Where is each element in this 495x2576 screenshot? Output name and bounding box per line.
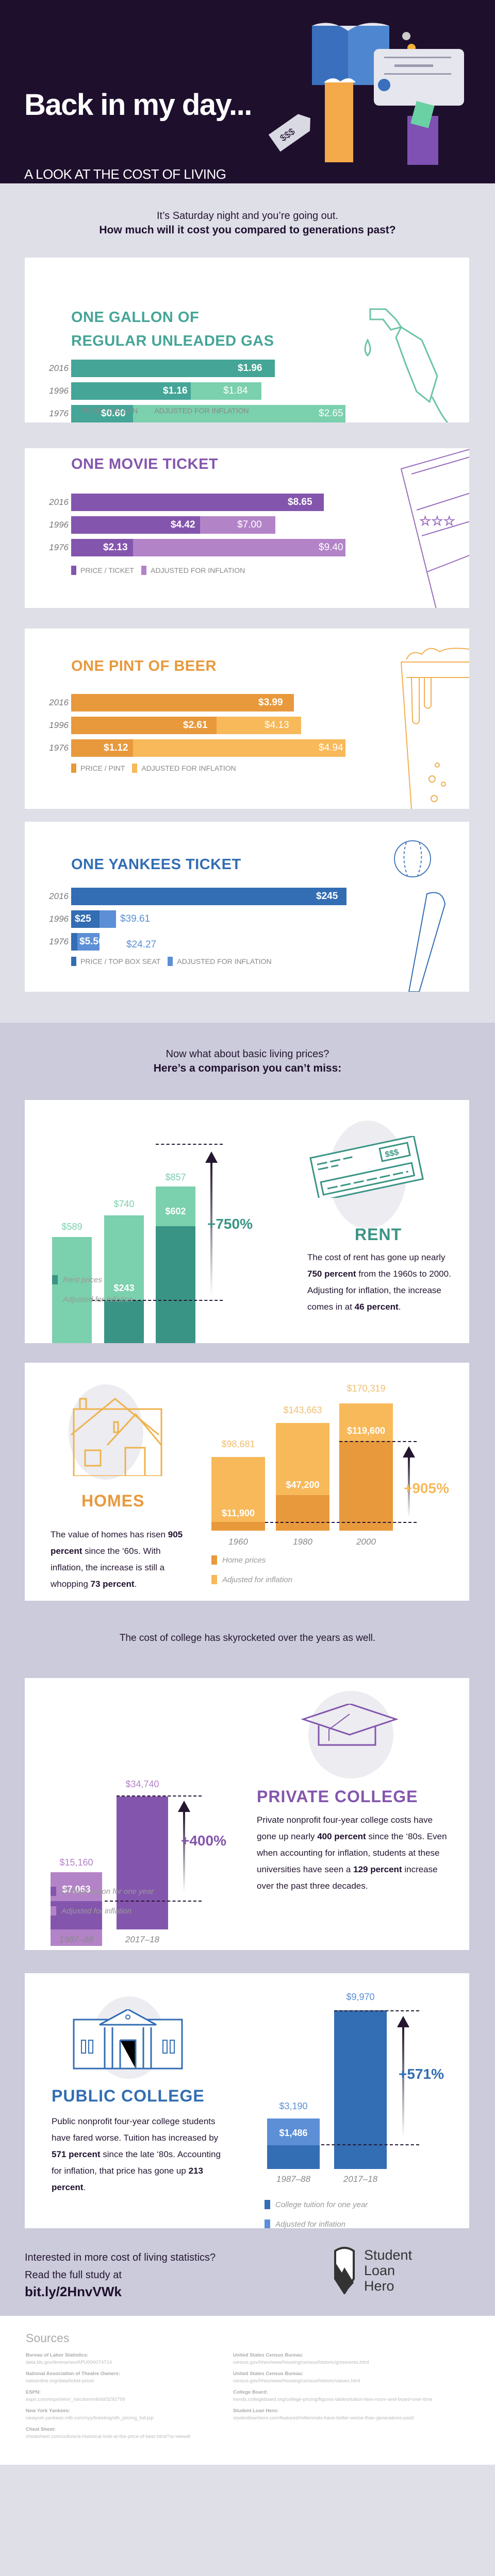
movie-title: ONE MOVIE TICKET — [71, 456, 219, 472]
rent-arrow — [210, 1162, 212, 1296]
source-item[interactable]: New York Yankees: newyork.yankees.mlb.com… — [26, 2408, 154, 2421]
cta-text: Interested in more cost of living statis… — [25, 2252, 216, 2281]
up-arrow-icon — [205, 1151, 218, 1163]
house-icon — [71, 1398, 162, 1476]
gas-card: ONE GALLON OF REGULAR UNLEADED GAS 2016 $… — [25, 258, 469, 422]
hero-subtitle: A LOOK AT THE COST OF LIVING IN THE PAST… — [24, 164, 226, 183]
up-arrow-icon — [178, 1801, 190, 1812]
public-top-dash — [334, 2010, 419, 2011]
baseball-bat-icon — [394, 840, 446, 992]
homes-title: HOMES — [81, 1492, 145, 1510]
beer-title: ONE PINT OF BEER — [71, 658, 217, 674]
svg-text:☆☆☆: ☆☆☆ — [419, 513, 455, 529]
hero-subtitle-line1: A LOOK AT THE COST OF LIVING — [24, 166, 226, 182]
basic-living-heading: Now what about basic living prices? Here… — [153, 1048, 342, 1074]
intro-line1: It’s Saturday night and you’re going out… — [156, 210, 339, 222]
gas-legend: PRICE / GALLON ADJUSTED FOR INFLATION — [71, 406, 249, 415]
rent-bottom-dash — [92, 1300, 223, 1301]
public-arrow — [402, 2026, 404, 2138]
sources-section: Sources Bureau of Labor Statistics: data.… — [0, 2316, 495, 2465]
movie-legend: PRICE / TICKET ADJUSTED FOR INFLATION — [71, 566, 245, 575]
footer-cta: Interested in more cost of living statis… — [0, 2228, 495, 2316]
homes-top-dash — [339, 1441, 417, 1442]
basic-living-section: Now what about basic living prices? Here… — [0, 1023, 495, 2316]
intro-line2: How much will it cost you compared to ge… — [99, 224, 396, 236]
svg-text:$$$: $$$ — [384, 1148, 400, 1159]
private-top-dash — [117, 1795, 202, 1797]
up-arrow-icon — [403, 1446, 415, 1458]
source-item[interactable]: National Association of Theatre Owners: n… — [26, 2371, 120, 2384]
private-college-title: PRIVATE COLLEGE — [257, 1787, 418, 1806]
beer-card: ONE PINT OF BEER 2016 $3.99 1996 $2.61 $… — [25, 629, 469, 809]
private-college-card: $15,160 $7,063 $34,740 1987–88 2017–18 +… — [25, 1678, 469, 1950]
source-item[interactable]: United States Census Bureau: census.gov/h… — [233, 2371, 360, 2384]
homes-arrow — [408, 1456, 410, 1517]
private-bottom-dash — [105, 1901, 202, 1902]
public-college-title: PUBLIC COLLEGE — [52, 2087, 205, 2105]
up-arrow-icon — [397, 2016, 409, 2027]
source-item[interactable]: Student Loan Hero: studentloanhero.com/fe… — [233, 2408, 415, 2421]
private-increase: +400% — [181, 1833, 226, 1849]
public-college-description: Public nonprofit four-year college stude… — [52, 2116, 221, 2192]
public-college-card: PUBLIC COLLEGE Public nonprofit four-yea… — [25, 1973, 469, 2228]
rent-chart-labels: $589 $71 $740 $243 $857 $602 1960 1980 2… — [61, 1172, 186, 1293]
sources-left-column: Bureau of Labor Statistics: data.bls.gov/… — [26, 2352, 190, 2445]
homes-legend: Home prices Adjusted for inflation — [211, 1555, 292, 1595]
rent-top-dash — [156, 1144, 223, 1145]
rent-card: $589 $71 $740 $243 $857 $602 1960 1980 2… — [25, 1100, 469, 1343]
rent-legend: Rent prices Adjusted for inflation — [52, 1275, 133, 1314]
beer-legend: PRICE / PINT ADJUSTED FOR INFLATION — [71, 764, 236, 773]
private-arrow — [183, 1811, 185, 1892]
public-bottom-dash — [321, 2144, 419, 2145]
student-loan-hero-logo: Student Loan Hero — [334, 2247, 412, 2294]
movie-card: ONE MOVIE TICKET 2016 $8.65 1996 $4.42 $… — [25, 448, 469, 608]
homes-description: The value of homes has risen 905 percent… — [51, 1530, 183, 1589]
homes-card: HOMES The value of homes has risen 905 p… — [25, 1363, 469, 1601]
source-item[interactable]: ESPN: espn.com/espn/wire/_/section/mlb/id… — [26, 2389, 125, 2402]
check-icon: $$$ — [309, 1136, 424, 1198]
sources-right-column: United States Census Bureau: census.gov/h… — [233, 2352, 433, 2426]
hero-title: Back in my day... — [24, 88, 252, 122]
source-item[interactable]: College Board: trends.collegeboard.org/co… — [233, 2389, 433, 2402]
intro-section: It’s Saturday night and you’re going out… — [0, 183, 495, 245]
private-college-description: Private nonprofit four-year college cost… — [257, 1815, 447, 1891]
public-increase: +571% — [399, 2066, 444, 2082]
public-college-legend: College tuition for one year Adjusted fo… — [265, 2200, 368, 2228]
beer-glass-icon — [401, 648, 469, 809]
source-item[interactable]: Bureau of Labor Statistics: data.bls.gov/… — [26, 2352, 112, 2365]
gas-title: ONE GALLON OF REGULAR UNLEADED GAS — [71, 309, 274, 349]
hero-illustration-icon: $$$ — [268, 23, 464, 165]
college-intro: The cost of college has skyrocketed over… — [119, 1633, 376, 1643]
homes-increase: +905% — [404, 1480, 449, 1496]
hero-banner: Back in my day... A LOOK AT THE COST OF … — [0, 0, 495, 183]
shield-logo-icon — [334, 2247, 355, 2294]
rent-description: The cost of rent has gone up nearly 750 … — [307, 1252, 451, 1312]
sources-title: Sources — [26, 2331, 70, 2345]
rent-title: RENT — [355, 1225, 402, 1244]
yankees-title: ONE YANKEES TICKET — [71, 856, 241, 873]
graduation-cap-icon — [301, 1704, 399, 1746]
homes-bottom-dash — [265, 1522, 417, 1523]
private-college-legend: College tuition for one year Adjusted fo… — [51, 1887, 154, 1926]
gas-pump-icon — [364, 308, 449, 422]
movie-ticket-icon: ☆☆☆ — [400, 449, 469, 608]
icon-backdrop — [69, 1384, 143, 1480]
yankees-card: ONE YANKEES TICKET 2016 $245 1996 $25 $3… — [25, 822, 469, 992]
source-item[interactable]: United States Census Bureau: census.gov/h… — [233, 2352, 369, 2365]
source-item[interactable]: Cheat Sheet: cheatsheet.com/culture/a-his… — [26, 2427, 191, 2439]
yankees-legend: PRICE / TOP BOX SEAT ADJUSTED FOR INFLAT… — [71, 957, 272, 966]
study-link[interactable]: bit.ly/2HnvVWk — [25, 2284, 122, 2299]
rent-increase: +750% — [207, 1216, 253, 1232]
university-building-icon — [73, 2009, 183, 2070]
